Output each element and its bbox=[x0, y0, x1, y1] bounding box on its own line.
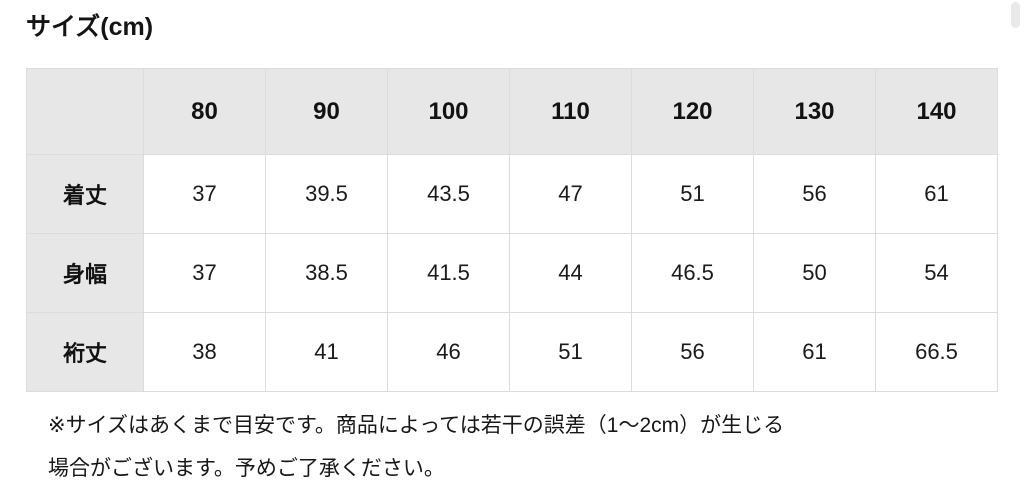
size-table-header: 80 90 100 110 120 130 140 bbox=[26, 68, 998, 155]
column-header-size-130: 130 bbox=[753, 68, 876, 155]
column-header-size-80: 80 bbox=[143, 68, 266, 155]
column-header-size-140: 140 bbox=[875, 68, 998, 155]
size-table-container: 80 90 100 110 120 130 140 着丈 37 39.5 43.… bbox=[26, 68, 998, 392]
table-header-row: 80 90 100 110 120 130 140 bbox=[26, 68, 998, 155]
cell-kitake-100: 43.5 bbox=[387, 154, 510, 234]
cell-mihaba-130: 50 bbox=[753, 233, 876, 313]
cell-kitake-140: 61 bbox=[875, 154, 998, 234]
cell-yukitake-90: 41 bbox=[265, 312, 388, 392]
cell-mihaba-140: 54 bbox=[875, 233, 998, 313]
cell-kitake-110: 47 bbox=[509, 154, 632, 234]
row-label-yukitake: 裄丈 bbox=[26, 312, 144, 392]
column-header-size-100: 100 bbox=[387, 68, 510, 155]
size-disclaimer-note: ※サイズはあくまで目安です。商品によっては若干の誤差（1〜2cm）が生じる 場合… bbox=[48, 404, 988, 490]
cell-kitake-120: 51 bbox=[631, 154, 754, 234]
table-row: 裄丈 38 41 46 51 56 61 66.5 bbox=[26, 312, 998, 392]
cell-yukitake-120: 56 bbox=[631, 312, 754, 392]
cell-yukitake-100: 46 bbox=[387, 312, 510, 392]
cell-kitake-80: 37 bbox=[143, 154, 266, 234]
table-row: 着丈 37 39.5 43.5 47 51 56 61 bbox=[26, 154, 998, 234]
cell-mihaba-110: 44 bbox=[509, 233, 632, 313]
scrollbar-thumb[interactable] bbox=[1011, 2, 1020, 28]
size-table: 80 90 100 110 120 130 140 着丈 37 39.5 43.… bbox=[26, 68, 998, 392]
cell-mihaba-80: 37 bbox=[143, 233, 266, 313]
column-header-size-120: 120 bbox=[631, 68, 754, 155]
page-title: サイズ(cm) bbox=[26, 13, 154, 41]
column-header-size-90: 90 bbox=[265, 68, 388, 155]
cell-kitake-90: 39.5 bbox=[265, 154, 388, 234]
size-table-body: 着丈 37 39.5 43.5 47 51 56 61 身幅 37 38.5 4… bbox=[26, 154, 998, 392]
column-header-size-110: 110 bbox=[509, 68, 632, 155]
cell-mihaba-120: 46.5 bbox=[631, 233, 754, 313]
cell-kitake-130: 56 bbox=[753, 154, 876, 234]
disclaimer-line-1: ※サイズはあくまで目安です。商品によっては若干の誤差（1〜2cm）が生じる bbox=[48, 414, 785, 437]
row-label-mihaba: 身幅 bbox=[26, 233, 144, 313]
cell-yukitake-130: 61 bbox=[753, 312, 876, 392]
row-label-kitake: 着丈 bbox=[26, 154, 144, 234]
cell-mihaba-100: 41.5 bbox=[387, 233, 510, 313]
cell-yukitake-80: 38 bbox=[143, 312, 266, 392]
table-row: 身幅 37 38.5 41.5 44 46.5 50 54 bbox=[26, 233, 998, 313]
cell-yukitake-140: 66.5 bbox=[875, 312, 998, 392]
cell-yukitake-110: 51 bbox=[509, 312, 632, 392]
cell-mihaba-90: 38.5 bbox=[265, 233, 388, 313]
disclaimer-line-2: 場合がございます。予めご了承ください。 bbox=[48, 457, 445, 480]
table-corner-cell bbox=[26, 68, 144, 155]
